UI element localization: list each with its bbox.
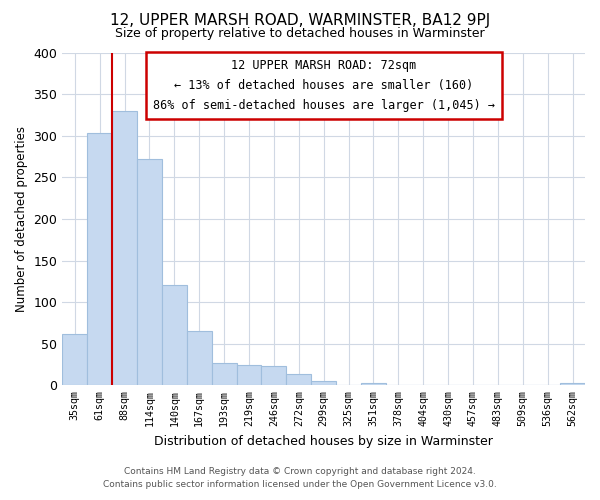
Bar bbox=[560, 383, 585, 386]
Bar bbox=[87, 133, 112, 386]
Bar bbox=[286, 374, 311, 386]
Bar bbox=[212, 363, 236, 386]
Text: Size of property relative to detached houses in Warminster: Size of property relative to detached ho… bbox=[115, 28, 485, 40]
Y-axis label: Number of detached properties: Number of detached properties bbox=[15, 126, 28, 312]
Bar bbox=[361, 383, 386, 386]
Bar bbox=[62, 334, 87, 386]
Bar bbox=[187, 331, 212, 386]
Bar bbox=[311, 381, 336, 386]
Text: Contains HM Land Registry data © Crown copyright and database right 2024.
Contai: Contains HM Land Registry data © Crown c… bbox=[103, 468, 497, 489]
Bar bbox=[262, 366, 286, 386]
Text: 12 UPPER MARSH ROAD: 72sqm
← 13% of detached houses are smaller (160)
86% of sem: 12 UPPER MARSH ROAD: 72sqm ← 13% of deta… bbox=[152, 59, 494, 112]
Text: 12, UPPER MARSH ROAD, WARMINSTER, BA12 9PJ: 12, UPPER MARSH ROAD, WARMINSTER, BA12 9… bbox=[110, 12, 490, 28]
X-axis label: Distribution of detached houses by size in Warminster: Distribution of detached houses by size … bbox=[154, 434, 493, 448]
Bar bbox=[137, 159, 162, 386]
Bar bbox=[162, 286, 187, 386]
Bar bbox=[112, 110, 137, 386]
Bar bbox=[236, 364, 262, 386]
